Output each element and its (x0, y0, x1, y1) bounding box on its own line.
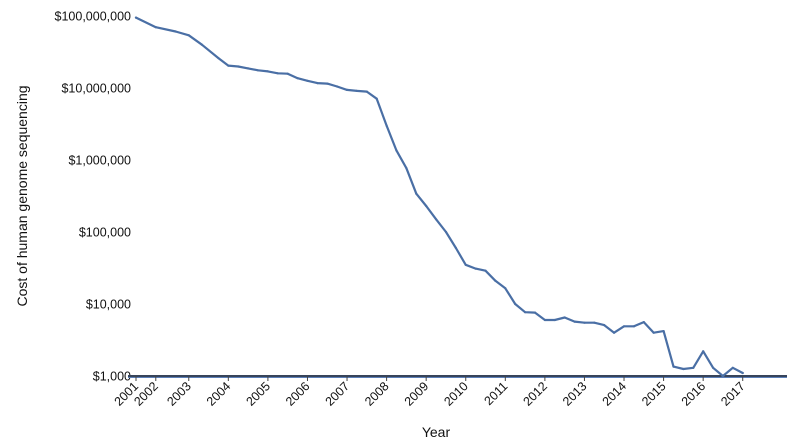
x-tick-label: 2011 (482, 379, 511, 408)
data-point (613, 331, 616, 334)
data-point (454, 246, 457, 250)
y-tick-label: $1,000,000 (68, 154, 131, 168)
y-tick-label: $10,000,000 (61, 82, 131, 96)
data-point (415, 192, 418, 195)
data-point (395, 149, 398, 152)
data-point (603, 324, 606, 327)
data-point (741, 371, 744, 375)
data-point (306, 79, 309, 82)
data-point (237, 65, 240, 68)
data-point (464, 263, 467, 266)
data-point (514, 302, 517, 306)
x-tick-label: 2012 (520, 379, 550, 409)
data-point (200, 43, 203, 46)
data-point (484, 269, 487, 272)
data-point (425, 204, 428, 208)
data-point (593, 321, 596, 324)
data-point (444, 230, 448, 234)
data-point (583, 321, 586, 324)
data-point (405, 167, 408, 170)
data-point (365, 90, 368, 93)
data-point (247, 67, 250, 70)
y-tick-label: $100,000,000 (55, 10, 132, 24)
data-point (622, 325, 626, 328)
data-point (662, 330, 665, 333)
data-point (533, 311, 537, 314)
data-point (504, 287, 507, 290)
data-point (702, 350, 705, 353)
data-point (642, 321, 645, 324)
data-point (276, 72, 279, 75)
data-point (632, 325, 636, 328)
data-point (217, 57, 220, 60)
data-point (134, 16, 138, 19)
data-point (266, 70, 269, 73)
data-point (435, 218, 438, 221)
data-point (174, 30, 177, 33)
data-point (573, 320, 576, 323)
x-tick-label: 2017 (718, 379, 748, 409)
x-tick-label: 2015 (639, 379, 669, 409)
x-tick-label: 2005 (243, 379, 273, 409)
data-point (682, 367, 685, 371)
data-point (731, 366, 734, 369)
x-axis-title: Year (422, 424, 451, 440)
data-point (286, 72, 289, 75)
data-point (543, 318, 547, 322)
data-point (385, 124, 388, 127)
data-point (494, 279, 497, 282)
data-point (474, 267, 477, 270)
x-tick-label: 2014 (600, 379, 630, 409)
data-point (672, 365, 675, 368)
x-tick-label: 2016 (679, 379, 709, 409)
data-point (692, 366, 695, 369)
y-axis: $100,000,000 $10,000,000 $1,000,000 $100,00… (55, 10, 132, 384)
data-point (154, 26, 157, 29)
y-axis-title: Cost of human genome sequencing (14, 85, 30, 306)
data-point (355, 89, 358, 92)
data-point (296, 77, 299, 80)
data-point (375, 97, 378, 100)
data-point (712, 366, 715, 369)
data-point (345, 88, 349, 91)
data-point (227, 64, 230, 67)
series-line (134, 16, 744, 378)
data-point (553, 318, 556, 322)
x-tick-label: 2004 (204, 379, 234, 409)
data-point (721, 374, 725, 378)
x-tick-label: 2006 (283, 379, 313, 409)
x-tick-label: 2003 (164, 379, 194, 409)
x-tick-label: 2002 (131, 379, 161, 409)
x-tick-label: 2007 (323, 379, 353, 409)
y-tick-label: $10,000 (86, 298, 131, 312)
data-point (187, 34, 190, 37)
data-point (524, 311, 527, 314)
data-point (326, 82, 329, 85)
y-tick-label: $100,000 (79, 226, 131, 240)
y-tick-label: $1,000 (93, 370, 131, 384)
x-tick-label: 2008 (362, 379, 392, 409)
data-point (256, 69, 260, 72)
data-point (316, 82, 319, 85)
data-point (336, 85, 339, 88)
data-point (563, 316, 566, 319)
x-tick-label: 2010 (441, 379, 471, 409)
x-tick-label: 2013 (560, 379, 590, 409)
x-tick-label: 2009 (402, 379, 432, 409)
plot-area (134, 16, 744, 378)
data-point (652, 331, 655, 334)
